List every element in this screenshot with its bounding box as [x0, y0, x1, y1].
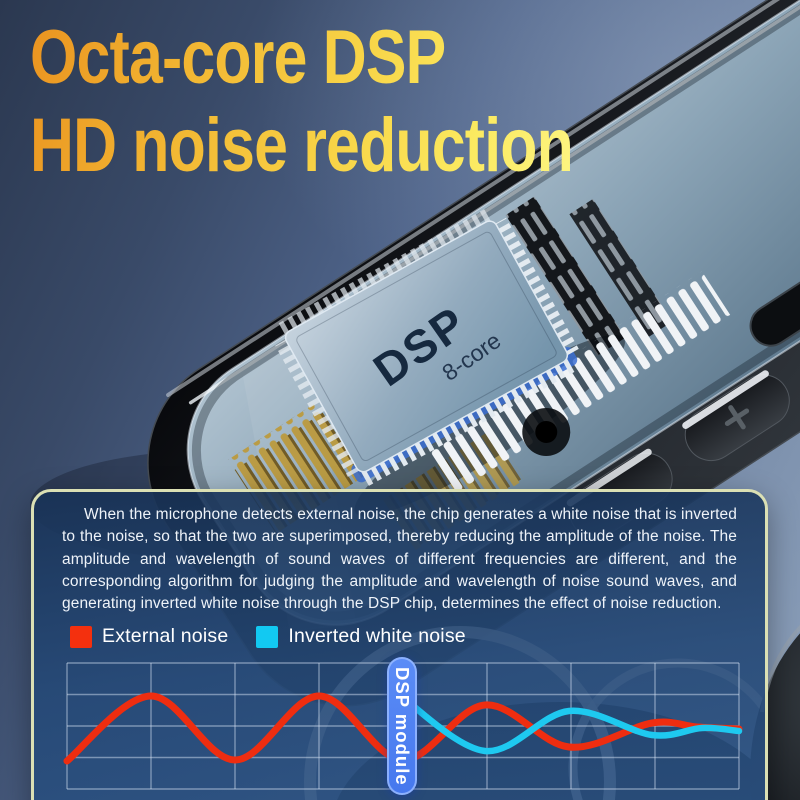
- mic-hole-center: [535, 420, 558, 443]
- headline-line2: HD noise reduction: [30, 103, 573, 188]
- volume-plus-button: [682, 370, 790, 462]
- description-text: When the microphone detects external noi…: [62, 506, 737, 613]
- white-pins-row: [425, 271, 731, 495]
- info-panel: When the microphone detects external noi…: [31, 489, 768, 800]
- dsp-module-badge: DSP module: [387, 657, 417, 795]
- pin-strip-dark: [505, 196, 626, 357]
- noise-wave-chart: DSP module: [63, 657, 743, 795]
- dsp-module-label: DSP module: [392, 666, 413, 786]
- plus-icon: [724, 405, 750, 430]
- body-gloss-line: [166, 0, 800, 397]
- pin-strip-dark: [569, 199, 673, 337]
- lanyard-slot: [749, 272, 800, 347]
- chip-pins-bottom: [359, 356, 578, 487]
- headline: Octa-core DSP HD noise reduction: [30, 14, 573, 190]
- chip-body: [284, 220, 569, 473]
- dsp-chip: DSP 8-core: [275, 207, 579, 487]
- legend-label: External noise: [102, 625, 229, 647]
- external-noise-swatch: [70, 625, 92, 648]
- headline-line1: Octa-core DSP: [30, 15, 446, 100]
- legend-item-external-noise: External noise: [70, 625, 228, 648]
- inverted-noise-swatch: [256, 625, 279, 648]
- legend-item-inverted-noise: Inverted white noise: [256, 625, 466, 648]
- chart-legend: External noise Inverted white noise: [70, 625, 494, 648]
- inverted-white-noise-wave: [393, 689, 743, 755]
- chip-pins-right: [493, 217, 579, 356]
- chip-pins-left: [275, 338, 361, 477]
- legend-label: Inverted white noise: [288, 625, 466, 647]
- chip-inner-border: [296, 231, 557, 462]
- chip-pins-top: [276, 207, 494, 337]
